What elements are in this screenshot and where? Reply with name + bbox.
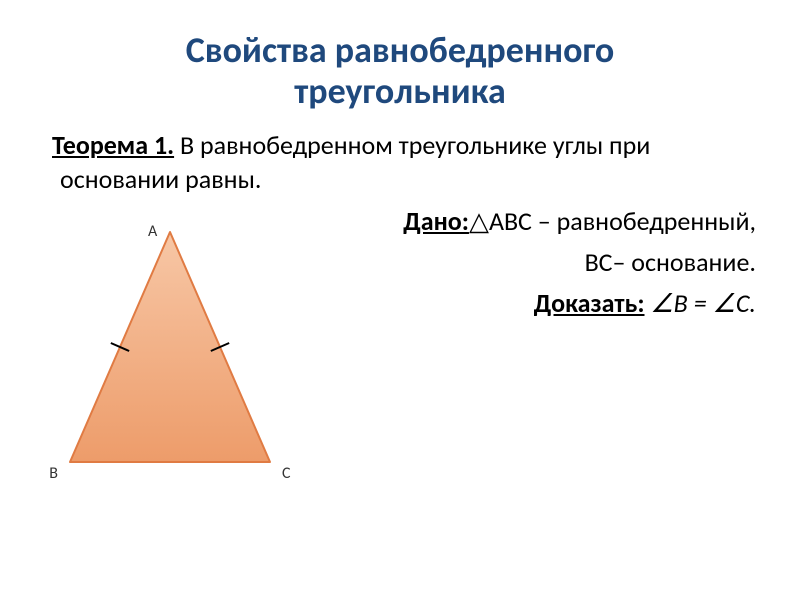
theorem-label: Теорема 1. <box>52 129 174 161</box>
title-line-2: треугольника <box>294 69 506 113</box>
svg-text:A: A <box>148 222 158 241</box>
given-prove-block: Дано:△АВС – равнобедренный, ВС– основани… <box>300 202 760 323</box>
slide: Свойства равнобедренного треугольника Те… <box>0 0 800 600</box>
given-line-1: Дано:△АВС – равнобедренный, <box>300 202 756 241</box>
page-title: Свойства равнобедренного треугольника <box>40 30 760 113</box>
given-text-1: △АВС – равнобедренный, <box>469 205 756 237</box>
content-row: A B C Дано:△АВС – равнобедренный, ВС– осно… <box>40 202 760 512</box>
triangle-svg: A B C <box>40 212 300 492</box>
svg-text:C: C <box>282 464 291 483</box>
title-line-1: Свойства равнобедренного <box>186 28 615 72</box>
svg-text:B: B <box>49 464 58 483</box>
prove-line: Доказать: ∠B = ∠C. <box>300 284 756 323</box>
theorem-statement: Теорема 1. В равнобедренном треугольнике… <box>40 129 760 197</box>
given-text-2: ВС– основание. <box>585 246 756 278</box>
given-label: Дано: <box>403 205 469 237</box>
prove-text: ∠B = ∠C. <box>645 287 757 319</box>
prove-label: Доказать: <box>534 287 645 319</box>
triangle-figure: A B C <box>40 212 300 512</box>
given-line-2: ВС– основание. <box>300 243 756 282</box>
